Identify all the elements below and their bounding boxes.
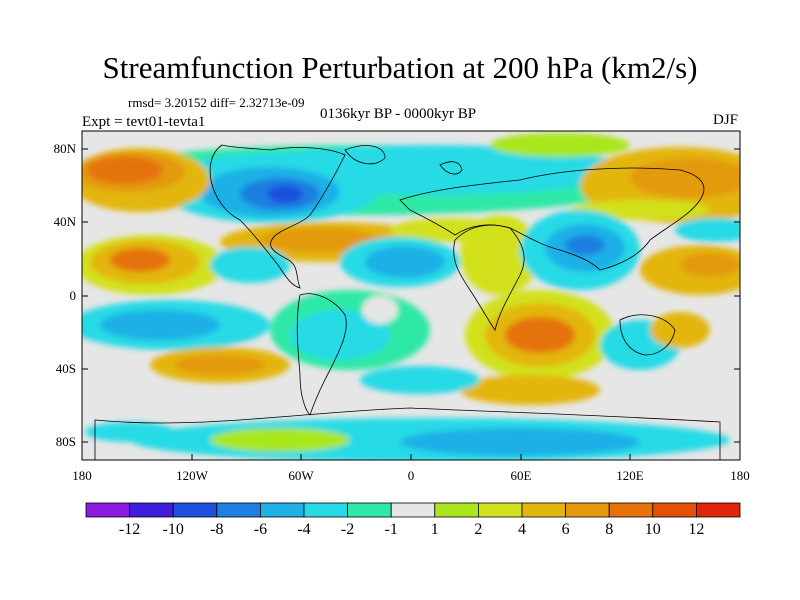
colorbar-label: -10 — [163, 521, 184, 538]
map-title: Streamfunction Perturbation at 200 hPa (… — [102, 50, 698, 85]
colorbar-swatch — [652, 502, 697, 518]
colorbar-swatch — [608, 502, 654, 518]
colorbar-label: -2 — [341, 521, 354, 538]
colorbar-label: -1 — [385, 521, 398, 538]
coastlines — [94, 144, 721, 460]
stats-text: rmsd= 3.20152 diff= 2.32713e-09 — [128, 95, 305, 110]
colorbar-swatch — [85, 502, 130, 518]
experiment-text: Expt = tevt01-tevta1 — [82, 114, 206, 130]
colorbar-swatch — [303, 502, 348, 518]
lon-tick-label: 180 — [730, 468, 750, 483]
colorbar-label: 6 — [562, 521, 570, 538]
lat-tick-label: 40N — [54, 214, 77, 229]
colorbar-label: 1 — [431, 521, 439, 538]
colorbar-swatch — [477, 502, 523, 518]
season-text: DJF — [713, 112, 739, 128]
contour-field — [82, 131, 740, 460]
colorbar-label: -4 — [297, 521, 310, 538]
colorbar-label: 2 — [474, 521, 482, 538]
colorbar-swatch — [216, 502, 261, 518]
colorbar-swatch — [129, 502, 174, 518]
colorbar-swatch — [521, 502, 566, 518]
colorbar-label: -12 — [119, 521, 140, 538]
lat-tick-label: 40S — [56, 361, 76, 376]
colorbar-swatch — [565, 502, 610, 518]
lon-tick-label: 180 — [72, 468, 92, 483]
colorbar: -12 -10 -8 -6 -4 -2 -1 1 2 4 6 8 10 12 — [85, 502, 741, 538]
colorbar-label: -8 — [210, 521, 223, 538]
lon-tick-label: 0 — [408, 468, 415, 483]
colorbar-swatch — [172, 502, 218, 518]
colorbar-label: 12 — [688, 521, 704, 538]
colorbar-label: 4 — [518, 521, 526, 538]
lon-tick-label: 120W — [176, 468, 209, 483]
lat-tick-label: 80N — [54, 141, 77, 156]
colorbar-swatch — [259, 502, 305, 518]
lat-tick-label: 0 — [70, 288, 77, 303]
period-text: 0136kyr BP - 0000kyr BP — [320, 106, 477, 122]
lon-tick-label: 120E — [616, 468, 644, 483]
colorbar-label: 10 — [645, 521, 661, 538]
colorbar-label: 8 — [605, 521, 613, 538]
colorbar-swatch — [696, 502, 741, 518]
lon-axis: 180 120W 60W 0 60E 120E 180 — [72, 468, 750, 483]
colorbar-swatch — [390, 502, 436, 518]
colorbar-swatch — [347, 502, 392, 518]
lon-tick-label: 60W — [288, 468, 314, 483]
colorbar-swatch — [434, 502, 479, 518]
lon-tick-label: 60E — [511, 468, 532, 483]
lat-axis: 80N 40N 0 40S 80S — [54, 141, 77, 449]
lat-tick-label: 80S — [56, 434, 76, 449]
colorbar-label: -6 — [254, 521, 267, 538]
